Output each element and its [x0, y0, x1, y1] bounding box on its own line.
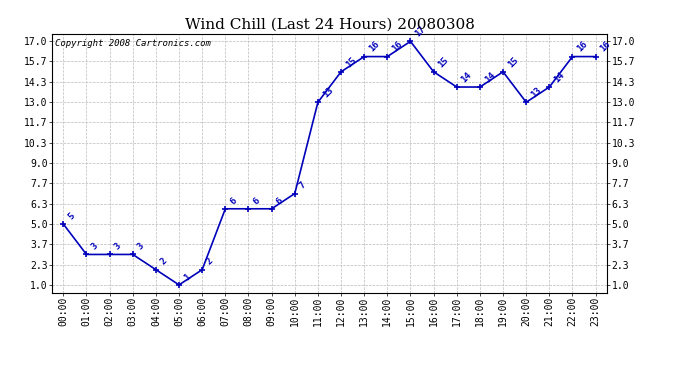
Text: 6: 6 — [251, 196, 262, 206]
Text: 17: 17 — [413, 25, 427, 39]
Text: 14: 14 — [552, 70, 566, 84]
Text: 3: 3 — [135, 242, 146, 252]
Text: 15: 15 — [344, 55, 358, 69]
Text: 14: 14 — [483, 70, 497, 84]
Text: 15: 15 — [436, 55, 451, 69]
Text: 16: 16 — [598, 40, 612, 54]
Text: 13: 13 — [529, 86, 543, 99]
Text: 13: 13 — [321, 86, 335, 99]
Text: 2: 2 — [159, 257, 169, 267]
Text: 15: 15 — [506, 55, 520, 69]
Text: 5: 5 — [66, 211, 77, 221]
Text: 2: 2 — [205, 257, 215, 267]
Text: 14: 14 — [460, 70, 473, 84]
Text: 6: 6 — [228, 196, 238, 206]
Title: Wind Chill (Last 24 Hours) 20080308: Wind Chill (Last 24 Hours) 20080308 — [184, 17, 475, 31]
Text: 16: 16 — [575, 40, 589, 54]
Text: 3: 3 — [89, 242, 99, 252]
Text: 1: 1 — [182, 272, 192, 282]
Text: 3: 3 — [112, 242, 123, 252]
Text: Copyright 2008 Cartronics.com: Copyright 2008 Cartronics.com — [55, 39, 210, 48]
Text: 16: 16 — [367, 40, 381, 54]
Text: 7: 7 — [297, 181, 308, 191]
Text: 6: 6 — [275, 196, 284, 206]
Text: 16: 16 — [390, 40, 404, 54]
